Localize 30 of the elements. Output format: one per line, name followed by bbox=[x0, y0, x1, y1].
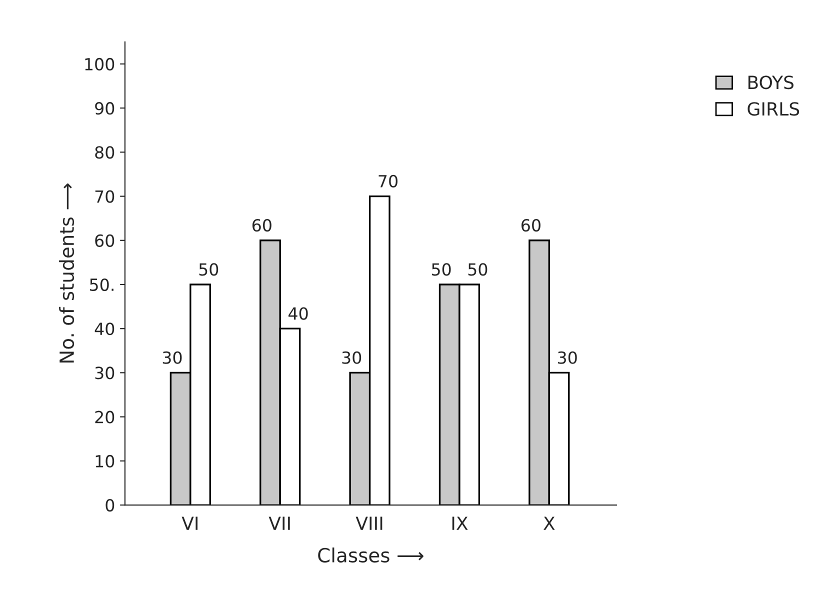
x-tick-label: VI bbox=[182, 516, 198, 530]
x-tick-label: VIII bbox=[356, 516, 382, 530]
y-tick-label: 0 bbox=[106, 499, 114, 512]
data-label: 30 bbox=[342, 351, 362, 364]
data-label: 60 bbox=[252, 218, 272, 232]
y-tick-label: 70 bbox=[95, 190, 114, 203]
y-tick-label: 30 bbox=[95, 366, 114, 380]
y-tick-label: 80 bbox=[95, 146, 114, 159]
data-label: 50 bbox=[432, 263, 451, 276]
y-tick-label: 90 bbox=[95, 102, 114, 115]
x-axis-title: Classes ⟶ bbox=[318, 548, 424, 563]
legend-label: GIRLS bbox=[748, 102, 800, 116]
y-axis-title: No. of students ⟶ bbox=[59, 183, 74, 363]
x-tick-label: X bbox=[544, 516, 555, 530]
data-label: 60 bbox=[522, 218, 540, 232]
y-tick-label: 10 bbox=[96, 454, 114, 468]
y-tick-label: 20 bbox=[95, 410, 114, 424]
y-tick-label: 50. bbox=[90, 278, 114, 292]
data-label: 50 bbox=[468, 263, 488, 276]
data-label: 30 bbox=[162, 351, 182, 364]
data-label: 30 bbox=[558, 351, 577, 364]
data-label: 50 bbox=[199, 263, 218, 276]
y-tick-label: 60 bbox=[95, 234, 114, 247]
data-label: 70 bbox=[378, 174, 398, 188]
y-tick-label: 100 bbox=[85, 58, 114, 71]
legend-label: BOYS bbox=[748, 76, 794, 90]
data-label: 40 bbox=[288, 307, 308, 320]
x-tick-label: IX bbox=[452, 516, 468, 530]
y-tick-label: 40 bbox=[94, 322, 114, 336]
x-tick-label: VII bbox=[268, 516, 290, 530]
